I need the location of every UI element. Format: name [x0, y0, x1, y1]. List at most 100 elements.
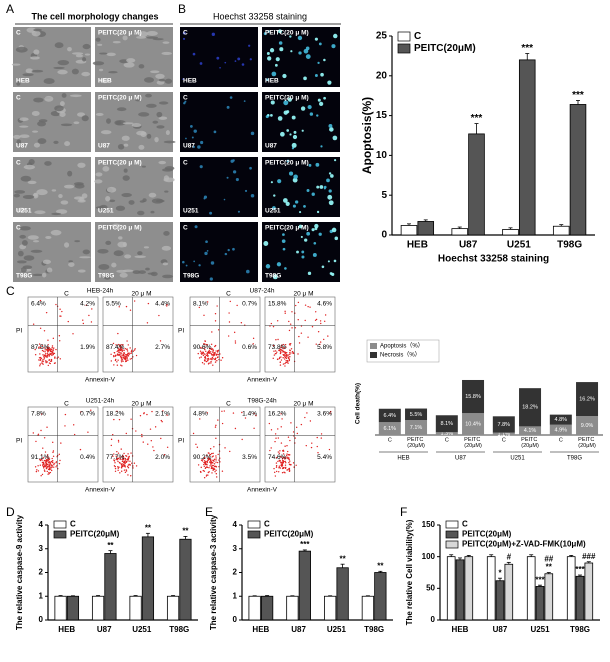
event-dot	[127, 352, 129, 355]
cell	[123, 168, 128, 173]
cell	[45, 235, 52, 239]
micrograph: PEITC(20 μ M) HEB	[262, 27, 340, 87]
x-tick-label: U251	[530, 625, 550, 634]
cell-line-label: HEB	[98, 78, 112, 85]
cell	[19, 134, 30, 139]
axis-label: Annexin-V	[247, 487, 278, 494]
cell	[141, 165, 146, 168]
event-dot	[212, 452, 214, 455]
event-dot	[36, 469, 38, 471]
event-dot	[330, 410, 332, 413]
cell	[32, 273, 44, 277]
event-dot	[204, 348, 206, 351]
event-dot	[50, 469, 53, 472]
bar	[502, 229, 519, 236]
event-dot	[215, 357, 217, 359]
y-tick-label: 1	[39, 591, 44, 600]
event-dot	[287, 360, 289, 362]
bar-segment	[492, 432, 515, 435]
event-dot	[275, 470, 278, 473]
event-dot	[124, 471, 127, 474]
event-dot	[53, 362, 56, 365]
value-label: 9.0%	[581, 423, 594, 429]
event-dot	[285, 357, 288, 360]
event-dot	[283, 354, 285, 357]
event-dot	[118, 418, 121, 421]
x-tick-label: U87	[493, 625, 508, 634]
event-dot	[274, 433, 277, 435]
event-dot	[204, 356, 207, 359]
plot-frame	[102, 406, 174, 483]
event-dot	[276, 358, 279, 361]
event-dot	[58, 453, 60, 456]
event-dot	[122, 459, 124, 461]
event-dot	[208, 461, 211, 463]
event-dot	[288, 458, 290, 461]
event-dot	[40, 429, 42, 432]
significance: ***	[575, 565, 585, 574]
cell	[20, 175, 32, 182]
legend-label: C	[264, 520, 270, 529]
bar	[518, 59, 536, 236]
x-tick-label: C	[559, 437, 563, 443]
event-dot	[214, 352, 217, 354]
cell	[100, 130, 112, 135]
cell	[122, 175, 130, 181]
event-dot	[309, 306, 311, 308]
event-dot	[121, 463, 123, 465]
cell	[111, 262, 117, 268]
plot-label: C	[64, 401, 69, 408]
event-dot	[285, 454, 288, 457]
cell	[50, 229, 62, 236]
event-dot	[277, 428, 279, 430]
cell	[36, 189, 48, 196]
event-dot	[253, 412, 255, 415]
nucleus	[319, 101, 324, 107]
event-dot	[44, 470, 46, 473]
event-dot	[306, 412, 308, 414]
cell	[31, 110, 40, 116]
cell	[163, 175, 170, 182]
cell	[158, 101, 169, 105]
event-dot	[255, 414, 257, 417]
event-dot	[282, 467, 284, 469]
nucleus	[210, 261, 215, 265]
cell-line-label: T98G	[265, 273, 281, 280]
event-dot	[127, 354, 129, 357]
event-dot	[203, 363, 205, 365]
event-dot	[122, 455, 125, 458]
event-dot	[213, 463, 216, 465]
nucleus	[229, 96, 233, 99]
quadrant-value: 7.8%	[31, 411, 46, 418]
event-dot	[277, 338, 279, 341]
event-dot	[216, 305, 218, 307]
cell	[64, 242, 70, 248]
event-dot	[234, 342, 237, 344]
bar	[486, 556, 496, 621]
axis-label: PI	[178, 327, 184, 334]
cell	[124, 254, 132, 259]
nucleus	[230, 159, 234, 163]
event-dot	[280, 413, 282, 415]
event-dot	[46, 348, 48, 350]
nucleus	[279, 47, 284, 52]
event-dot	[135, 430, 137, 432]
event-dot	[304, 416, 306, 419]
nucleus	[216, 56, 220, 60]
bar	[179, 538, 192, 621]
event-dot	[48, 460, 50, 463]
cell	[113, 250, 124, 257]
value-label: 4.9%	[555, 427, 568, 433]
nucleus	[323, 185, 327, 189]
event-dot	[53, 462, 55, 465]
event-dot	[55, 348, 57, 351]
y-tick-label: 3	[39, 544, 44, 553]
event-dot	[113, 355, 115, 358]
cell	[121, 192, 132, 198]
axis-label: PI	[16, 437, 22, 444]
event-dot	[154, 426, 157, 428]
event-dot	[45, 353, 47, 355]
event-dot	[204, 340, 206, 343]
nucleus	[224, 252, 228, 256]
event-dot	[282, 350, 285, 353]
